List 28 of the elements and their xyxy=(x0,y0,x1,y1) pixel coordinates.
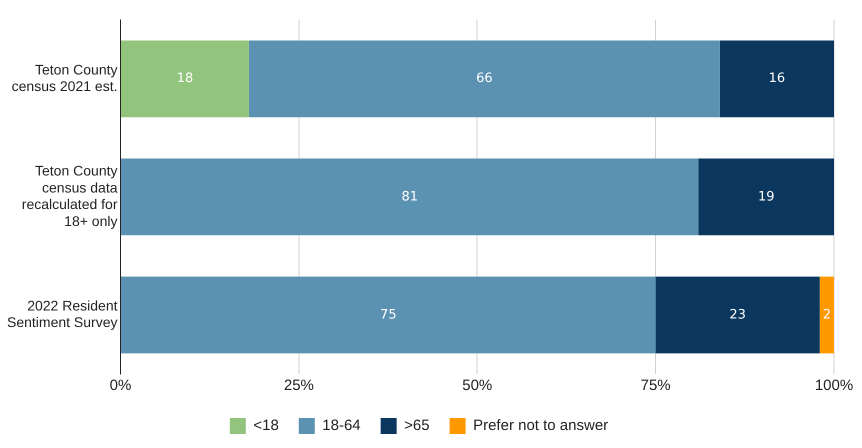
data-label: 16 xyxy=(768,71,786,86)
x-tick-label: 25% xyxy=(284,377,314,394)
data-label: 19 xyxy=(758,189,774,204)
bar xyxy=(656,276,820,354)
data-label: 18 xyxy=(176,71,194,86)
y-tick-label: 2022 Resident Sentiment Survey xyxy=(6,297,118,330)
x-tick-label: 0% xyxy=(110,377,132,394)
data-label: 23 xyxy=(729,307,746,322)
x-tick-label: 100% xyxy=(814,377,854,394)
legend-label: <18 xyxy=(253,417,279,434)
x-tick-label: 50% xyxy=(462,377,492,394)
bar xyxy=(820,276,834,354)
bar xyxy=(720,40,834,118)
data-label: 81 xyxy=(401,189,418,204)
y-tick-label: Teton County census 2021 est. xyxy=(12,61,118,94)
x-tick-label: 75% xyxy=(640,377,671,394)
data-label: 2 xyxy=(822,307,832,322)
data-label: 66 xyxy=(476,71,493,86)
data-label: 75 xyxy=(380,307,397,322)
bar xyxy=(120,276,656,354)
legend-label: >65 xyxy=(404,417,430,434)
y-tick-label: Teton County census data recalculated for 18+ only xyxy=(22,162,118,229)
bar xyxy=(698,158,834,236)
bar xyxy=(120,158,698,236)
legend-label: Prefer not to answer xyxy=(473,417,608,434)
legend-label: 18-64 xyxy=(322,417,361,434)
bar xyxy=(248,40,720,118)
bar xyxy=(120,40,249,118)
